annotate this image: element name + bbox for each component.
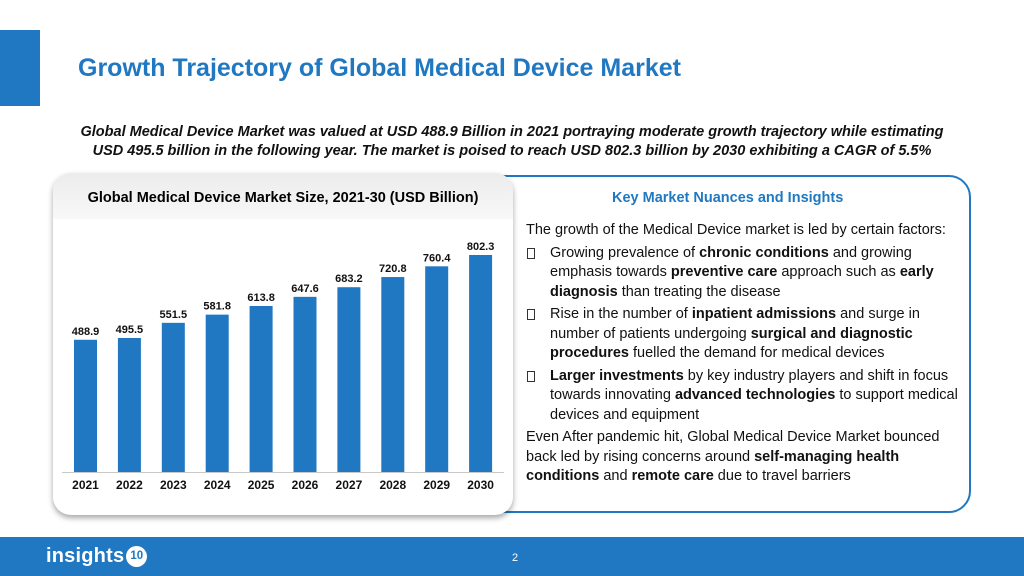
insights-content: The growth of the Medical Device market … <box>526 221 962 487</box>
bar-2028 <box>381 277 405 472</box>
page-number: 2 <box>512 552 519 564</box>
bar-2024 <box>205 314 229 472</box>
data-label: 551.5 <box>160 309 188 321</box>
title-accent-bar <box>0 30 40 106</box>
body-text: approach such as <box>777 264 900 280</box>
x-tick-label: 2025 <box>248 478 275 492</box>
insight-bullet: Larger investments by key industry playe… <box>526 367 962 426</box>
insights10-logo: insights 10 <box>46 544 148 567</box>
insights-bullet-list: Growing prevalence of chronic conditions… <box>526 244 962 426</box>
chart-card-header <box>53 173 513 219</box>
slide-subtitle: Global Medical Device Market was valued … <box>50 123 974 161</box>
x-tick-label: 2026 <box>292 478 319 492</box>
data-label: 495.5 <box>116 324 144 336</box>
subtitle-line-1: Global Medical Device Market was valued … <box>80 124 944 140</box>
body-text: Rise in the number of <box>550 306 692 322</box>
bar-2027 <box>337 287 361 472</box>
data-label: 802.3 <box>467 241 495 253</box>
body-text: fuelled the demand for medical devices <box>628 345 885 361</box>
logo-badge: 10 <box>126 545 148 567</box>
chart-title: Global Medical Device Market Size, 2021-… <box>87 190 479 206</box>
bar-2025 <box>249 305 273 472</box>
square-bullet-icon <box>527 309 535 320</box>
data-label: 488.9 <box>72 326 100 338</box>
data-label: 760.4 <box>423 252 451 264</box>
body-text: than treating the disease <box>617 283 781 300</box>
insights-intro: The growth of the Medical Device market … <box>526 222 946 238</box>
body-text: Even After pandemic hit, Global Medical … <box>526 429 940 465</box>
insights-panel-border <box>474 175 971 513</box>
body-text: and surge in number of patients undergoi… <box>550 306 920 342</box>
body-text: to support medical devices and equipment <box>550 387 958 423</box>
data-label: 647.6 <box>291 283 319 295</box>
insights-outro: Even After pandemic hit, Global Medical … <box>526 428 962 487</box>
data-label: 683.2 <box>335 273 363 285</box>
x-tick-label: 2022 <box>116 478 143 492</box>
insight-bullet: Rise in the number of inpatient admissio… <box>526 305 962 364</box>
emphasis-text: chronic conditions <box>699 244 829 261</box>
chart-card: Global Medical Device Market Size, 2021-… <box>53 173 513 515</box>
x-tick-label: 2024 <box>204 478 231 492</box>
emphasis-text: preventive care <box>670 264 778 280</box>
emphasis-text: surgical and diagnostic procedures <box>550 325 913 362</box>
x-tick-label: 2029 <box>423 478 450 492</box>
subtitle-line-2: USD 495.5 billion in the following year.… <box>92 143 932 159</box>
bar-2026 <box>293 296 317 472</box>
emphasis-text: early diagnosis <box>550 264 934 300</box>
body-text: Growing prevalence of <box>550 244 700 261</box>
data-label: 720.8 <box>379 263 407 275</box>
emphasis-text: self-managing health conditions <box>526 448 900 485</box>
emphasis-text: advanced technologies <box>674 387 836 403</box>
x-tick-label: 2027 <box>336 478 363 492</box>
bar-2022 <box>117 337 141 472</box>
body-text: by key industry players and shift in foc… <box>550 367 949 404</box>
body-text: and growing emphasis towards <box>550 244 912 281</box>
emphasis-text: remote care <box>631 468 714 484</box>
data-label: 581.8 <box>203 301 231 313</box>
x-tick-label: 2021 <box>72 478 99 492</box>
bar-2023 <box>161 322 185 472</box>
bar-chart: 488.9 2021 495.5 2022 551.5 2023 581.8 2024 613.… <box>62 241 504 492</box>
emphasis-text: Larger investments <box>550 367 684 384</box>
x-tick-label: 2028 <box>379 478 406 492</box>
bar-2021 <box>74 339 97 472</box>
footer-bar: insights 10 <box>0 537 1024 576</box>
square-bullet-icon <box>527 370 535 382</box>
logo-text: insights <box>46 544 125 567</box>
insight-bullet: Growing prevalence of chronic conditions… <box>526 244 962 303</box>
insights-heading: Key Market Nuances and Insights <box>612 190 844 206</box>
slide-title: Growth Trajectory of Global Medical Devi… <box>78 54 681 82</box>
body-text: and <box>599 468 632 484</box>
x-tick-label: 2023 <box>160 478 187 492</box>
data-label: 613.8 <box>247 292 275 304</box>
bar-2029 <box>425 266 449 472</box>
x-tick-label: 2030 <box>467 478 494 492</box>
square-bullet-icon <box>527 247 535 259</box>
emphasis-text: inpatient admissions <box>691 306 837 322</box>
bar-2030 <box>469 255 493 472</box>
body-text: due to travel barriers <box>713 468 851 484</box>
